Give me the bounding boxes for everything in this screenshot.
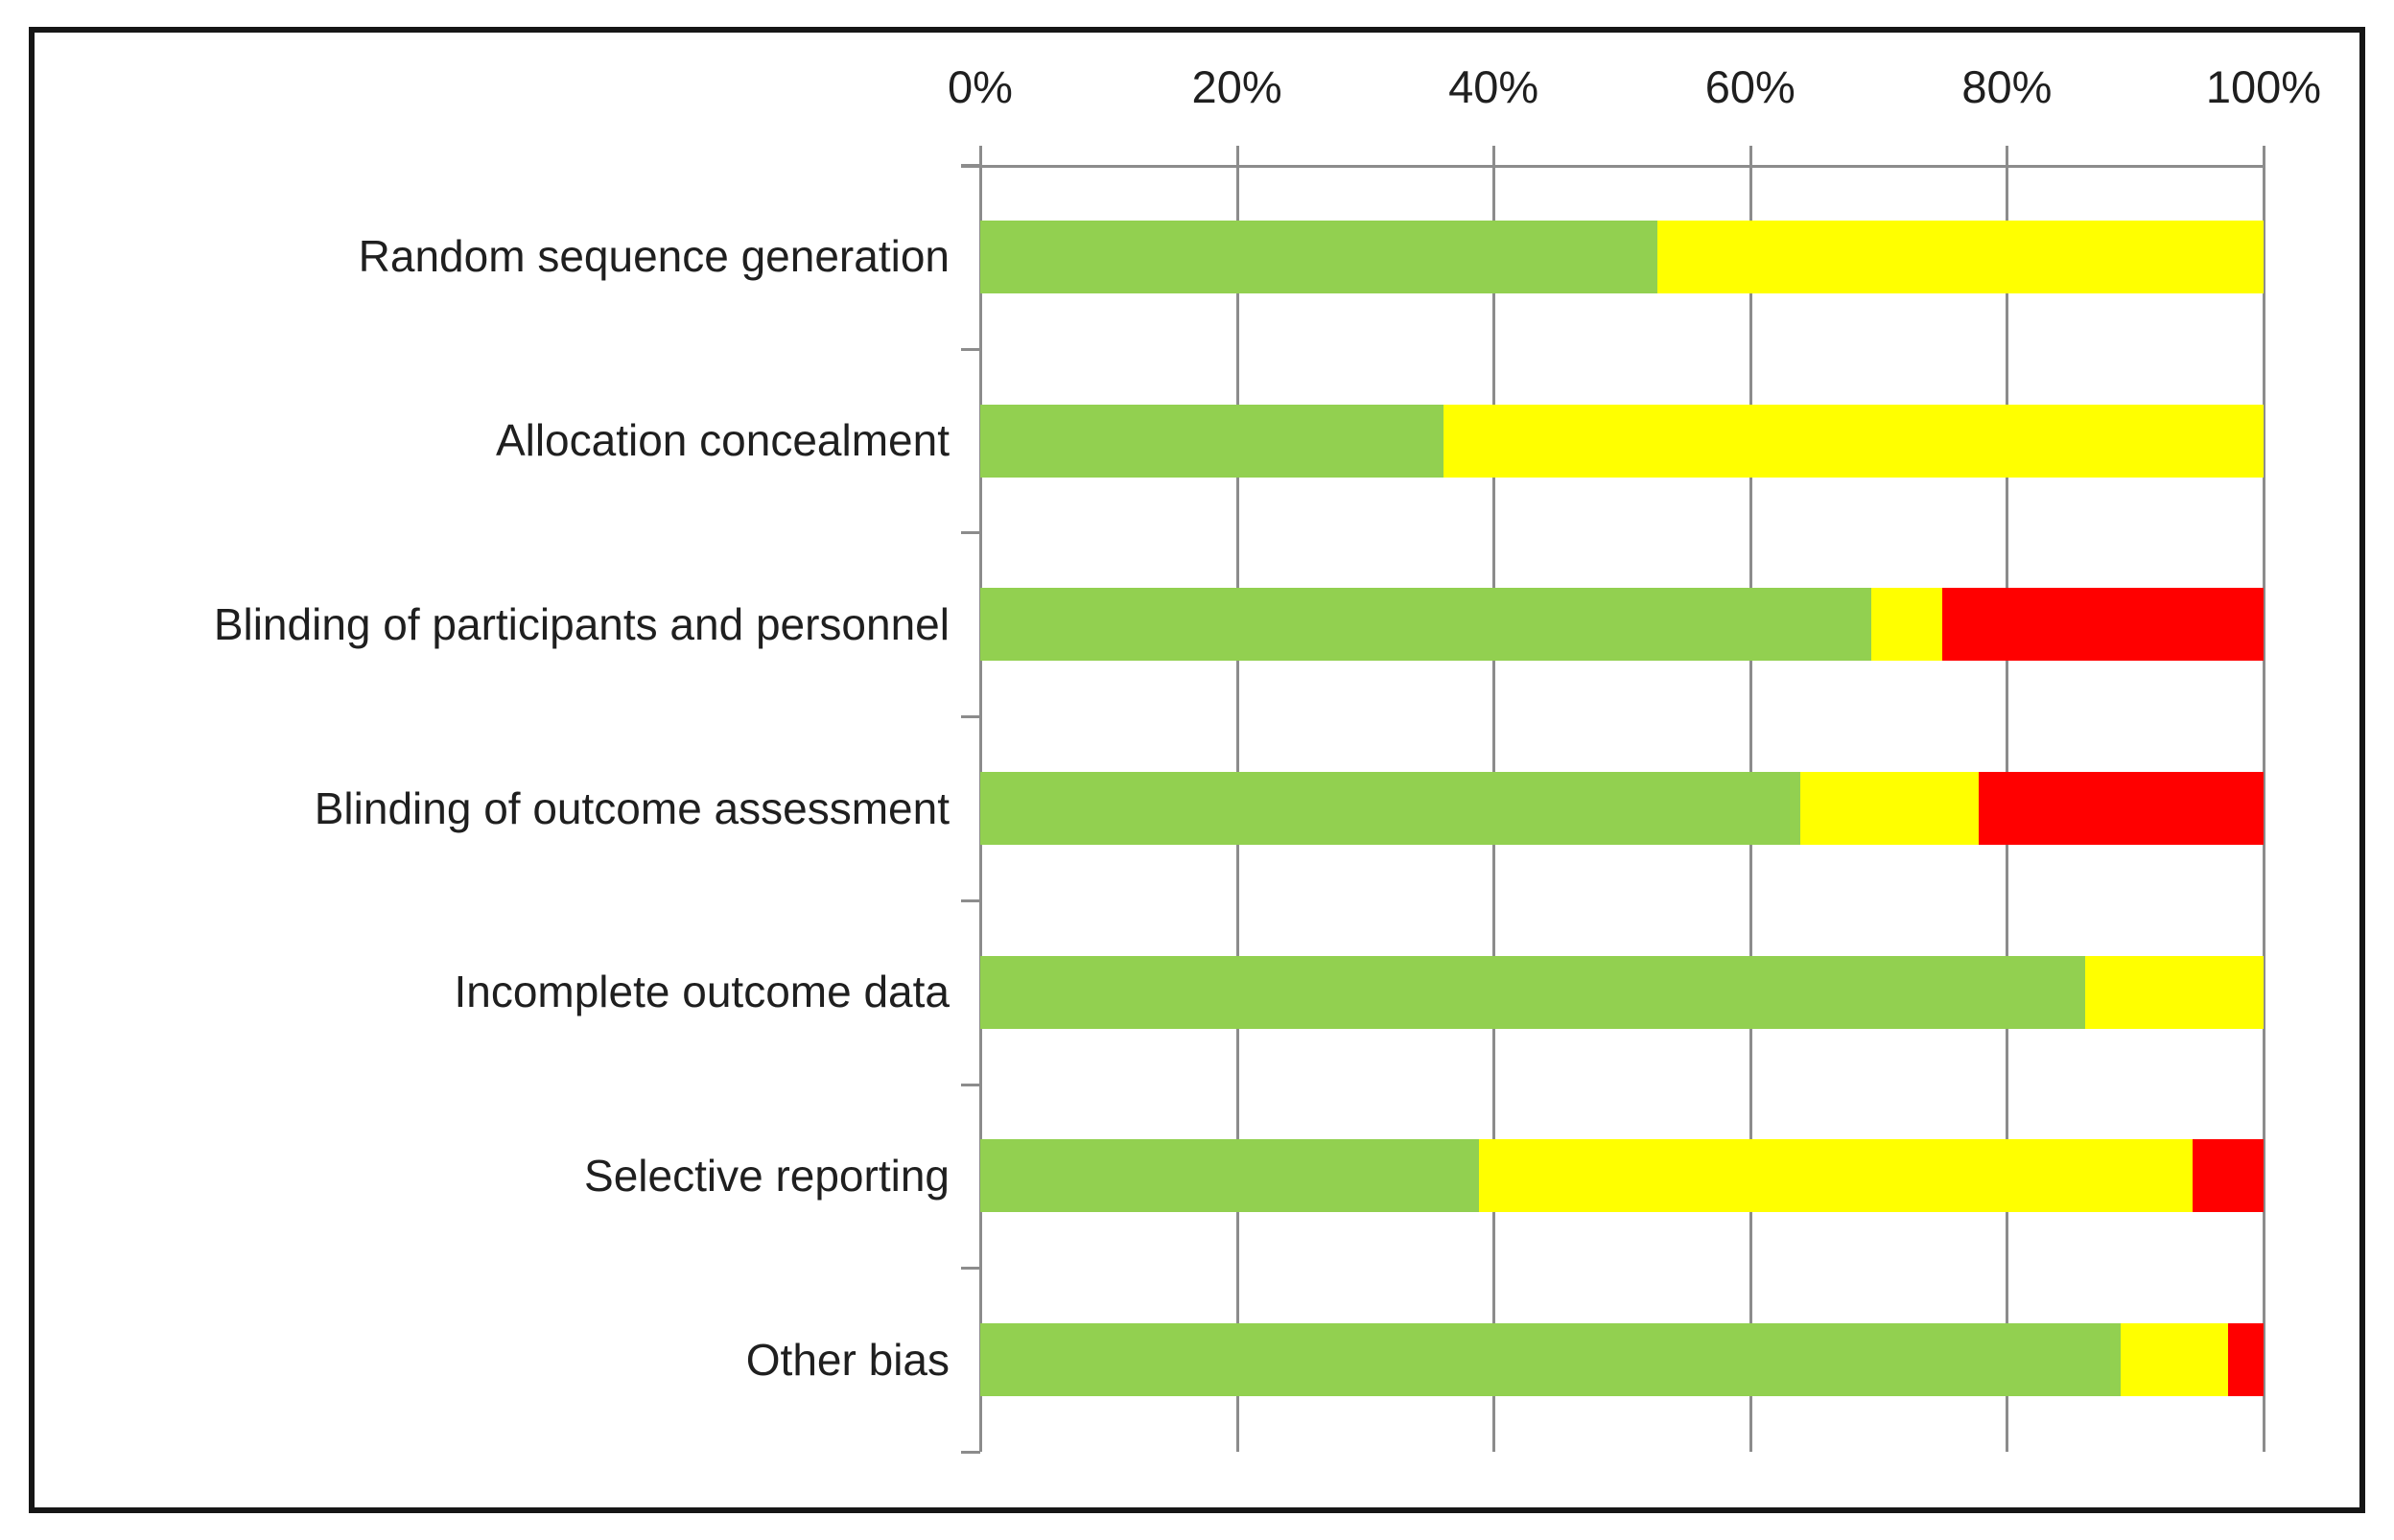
- stacked-bar: [980, 588, 2264, 662]
- category-label-row: Other bias: [36, 1268, 950, 1452]
- gridline: [2263, 165, 2265, 1452]
- category-label-row: Random sequence generation: [36, 165, 950, 349]
- bar-row: [980, 349, 2264, 533]
- bar-segment-green: [980, 1323, 2122, 1397]
- bar-segment-red: [1978, 772, 2264, 845]
- stacked-bar: [980, 1139, 2264, 1213]
- bar-segment-yellow: [2121, 1323, 2228, 1397]
- x-axis-tick: [979, 146, 982, 165]
- x-axis-tick: [2006, 146, 2009, 165]
- category-label: Blinding of outcome assessment: [314, 782, 950, 833]
- bar-segment-yellow: [1657, 220, 2264, 293]
- y-axis-tick: [961, 1267, 980, 1271]
- bar-row: [980, 1085, 2264, 1269]
- y-axis-tick: [961, 164, 980, 167]
- category-label: Incomplete outcome data: [454, 967, 950, 1017]
- x-tick-label: 20%: [1191, 61, 1282, 112]
- stacked-bar: [980, 955, 2264, 1029]
- x-axis-line: [961, 165, 2264, 168]
- bar-segment-red: [2193, 1139, 2264, 1213]
- x-tick-label: 0%: [948, 61, 1013, 112]
- bar-segment-yellow: [1443, 404, 2264, 478]
- bar-segment-green: [980, 588, 1871, 662]
- x-axis-tick: [1492, 146, 1496, 165]
- category-label-row: Incomplete outcome data: [36, 900, 950, 1085]
- y-axis-tick: [961, 898, 980, 902]
- y-axis-tick: [961, 347, 980, 351]
- x-axis-tick: [2263, 146, 2265, 165]
- x-axis-tick-labels: 0% 20% 40% 60% 80% 100%: [948, 59, 2321, 115]
- x-tick-label: 60%: [1704, 61, 1796, 112]
- bar-row: [980, 165, 2264, 349]
- bar-segment-green: [980, 772, 1800, 845]
- bar-segment-green: [980, 1139, 1480, 1213]
- category-labels: Random sequence generation Allocation con…: [36, 165, 950, 1452]
- category-label: Other bias: [745, 1334, 950, 1385]
- stacked-bar: [980, 1323, 2264, 1397]
- stacked-bar: [980, 772, 2264, 845]
- x-tick-label: 40%: [1448, 61, 1539, 112]
- bar-segment-green: [980, 955, 2086, 1029]
- x-axis-tick: [1235, 146, 1239, 165]
- y-axis-tick: [961, 1083, 980, 1086]
- bar-row: [980, 532, 2264, 716]
- y-axis-tick: [961, 715, 980, 719]
- category-label: Blinding of participants and personnel: [213, 598, 950, 649]
- bar-segment-red: [1942, 588, 2264, 662]
- bar-segment-green: [980, 404, 1444, 478]
- bar-segment-yellow: [1870, 588, 1943, 662]
- x-axis-tick: [1749, 146, 1752, 165]
- category-label: Selective reporting: [584, 1150, 950, 1201]
- bar-row: [980, 1268, 2264, 1452]
- category-label: Random sequence generation: [358, 231, 950, 282]
- bar-segment-green: [980, 220, 1658, 293]
- bar-row: [980, 900, 2264, 1085]
- category-label-row: Selective reporting: [36, 1085, 950, 1269]
- bar-segment-yellow: [1799, 772, 1979, 845]
- plot-area: [961, 146, 2265, 1454]
- category-label-row: Blinding of participants and personnel: [36, 532, 950, 716]
- stacked-bar: [980, 220, 2264, 293]
- category-label: Allocation concealment: [495, 415, 950, 466]
- bar-segment-red: [2227, 1323, 2264, 1397]
- y-axis-tick: [961, 531, 980, 535]
- category-label-row: Blinding of outcome assessment: [36, 716, 950, 900]
- x-tick-label: 100%: [2205, 61, 2322, 112]
- bar-segment-yellow: [2085, 955, 2264, 1029]
- y-axis-tick: [961, 1451, 980, 1454]
- bar-segment-yellow: [1479, 1139, 2194, 1213]
- stacked-bar: [980, 404, 2264, 478]
- x-tick-label: 80%: [1961, 61, 2053, 112]
- bar-row: [980, 716, 2264, 900]
- category-label-row: Allocation concealment: [36, 349, 950, 533]
